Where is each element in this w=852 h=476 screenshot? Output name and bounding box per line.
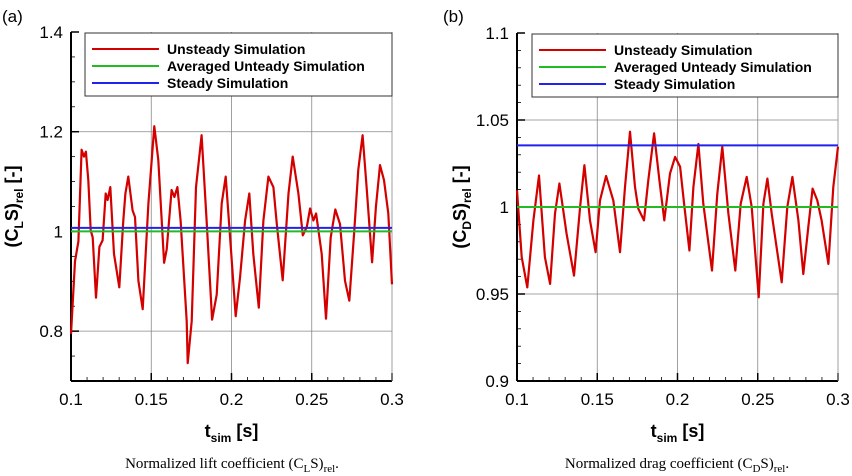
caption-text: S) xyxy=(760,456,773,472)
y-tick-label: 1.05 xyxy=(476,111,509,130)
series-line-unsteady-simulation xyxy=(515,130,840,299)
y-label-unit: [-] xyxy=(2,165,22,188)
y-label-part: (C xyxy=(2,229,22,248)
y-label-unit: [-] xyxy=(450,165,470,188)
y-axis-label: (CDS)rel [-] xyxy=(450,165,474,248)
legend-entry: Steady Simulation xyxy=(614,76,735,92)
x-axis-label: tsim [s] xyxy=(205,421,259,445)
x-label-main: t xyxy=(205,421,211,441)
panel-label: (b) xyxy=(443,7,464,26)
legend-box xyxy=(84,32,393,97)
y-tick-label: 0.8 xyxy=(39,322,63,341)
y-label-sub: L xyxy=(12,221,26,228)
legend-box xyxy=(531,33,839,98)
caption-sub: rel xyxy=(774,463,786,475)
y-label-sub: D xyxy=(460,221,474,230)
figure-caption: Normalized lift coefficient (CLS)rel. xyxy=(125,456,339,475)
x-tick-label: 0.2 xyxy=(220,390,244,409)
x-tick-label: 0.3 xyxy=(380,390,404,409)
x-tick-label: 0.2 xyxy=(666,390,690,409)
y-axis-label: (CLS)rel [-] xyxy=(2,165,26,247)
y-label-part: S) xyxy=(450,203,470,221)
chart-panel-b: 0.1 0.15 0.2 0.25 0.3 0.9 0.95 1 1.05 1.1 Unsteady… xyxy=(443,7,850,475)
x-tick-label: 0.1 xyxy=(59,390,83,409)
y-tick-label: 1.1 xyxy=(485,24,509,43)
caption-text: S) xyxy=(310,456,323,472)
x-tick-label: 0.15 xyxy=(135,390,168,409)
x-label-unit: [s] xyxy=(677,421,704,441)
series-line-unsteady-simulation xyxy=(69,125,394,365)
y-tick-label: 1.2 xyxy=(39,123,63,142)
x-tick-label: 0.3 xyxy=(826,390,850,409)
caption-text: . xyxy=(335,456,339,472)
legend-entry: Averaged Unteady Simulation xyxy=(167,58,365,74)
y-tick-label: 1 xyxy=(54,222,63,241)
y-label-part: S) xyxy=(2,203,22,221)
y-label-sub: rel xyxy=(12,188,26,203)
x-tick-label: 0.1 xyxy=(505,390,529,409)
caption-text: Normalized lift coefficient (C xyxy=(125,456,303,472)
x-tick-label: 0.25 xyxy=(741,390,774,409)
legend-entry: Steady Simulation xyxy=(167,75,288,91)
panel-label: (a) xyxy=(2,7,23,26)
chart-panel-a: 0.1 0.15 0.2 0.25 0.3 0.8 1 1.2 1.4 Unsteady Simu… xyxy=(2,7,404,475)
x-label-sub: sim xyxy=(657,431,678,445)
x-label-sub: sim xyxy=(211,431,232,445)
x-tick-label: 0.15 xyxy=(581,390,614,409)
y-label-part: (C xyxy=(450,230,470,249)
caption-sub: L xyxy=(303,463,310,475)
x-axis-label: tsim [s] xyxy=(651,421,705,445)
caption-text: . xyxy=(785,456,789,472)
caption-sub: D xyxy=(752,463,760,475)
x-label-main: t xyxy=(651,421,657,441)
legend-entry: Unsteady Simulation xyxy=(167,41,305,57)
x-tick-label: 0.25 xyxy=(295,390,328,409)
x-label-unit: [s] xyxy=(231,421,258,441)
caption-sub: rel xyxy=(324,463,336,475)
y-tick-label: 1 xyxy=(500,198,509,217)
legend-entry: Averaged Unteady Simulation xyxy=(614,59,812,75)
y-tick-label: 1.4 xyxy=(39,23,63,42)
y-tick-label: 0.95 xyxy=(476,285,509,304)
figure-caption: Normalized drag coefficient (CDS)rel. xyxy=(565,456,789,475)
caption-text: Normalized drag coefficient (C xyxy=(565,456,753,472)
y-tick-label: 0.9 xyxy=(485,372,509,391)
y-label-sub: rel xyxy=(460,188,474,203)
legend-entry: Unsteady Simulation xyxy=(614,42,752,58)
